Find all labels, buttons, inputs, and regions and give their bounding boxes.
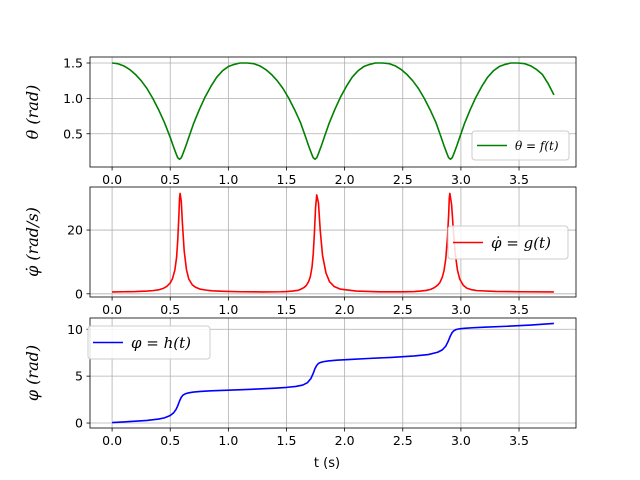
- x-tick-label: 1.0: [218, 172, 238, 187]
- legend: θ = f(t): [471, 130, 570, 161]
- x-tick-label: 0.5: [160, 172, 180, 187]
- x-tick-label: 2.5: [393, 302, 413, 317]
- series-line: [112, 192, 554, 293]
- x-tick-label: 1.5: [277, 172, 297, 187]
- x-tick-label: 0.5: [160, 433, 180, 448]
- x-tick-label: 0.5: [160, 302, 180, 317]
- legend-label: φ = h(t): [131, 334, 191, 352]
- x-axis-label: t (s): [314, 456, 340, 471]
- legend: φ̇ = g(t): [447, 225, 569, 260]
- y-tick-label: 5: [75, 369, 83, 384]
- x-tick-label: 0.0: [102, 172, 122, 187]
- x-tick-label: 3.0: [451, 433, 471, 448]
- series-line: [112, 322, 554, 424]
- x-tick-label: 3.5: [509, 302, 529, 317]
- y-tick-label: 0.5: [63, 126, 83, 141]
- x-tick-label: 2.0: [335, 433, 355, 448]
- x-tick-label: 2.5: [393, 433, 413, 448]
- y-tick-label: 1.5: [63, 56, 83, 71]
- y-tick-label: 0: [75, 416, 83, 431]
- legend-box: [87, 325, 211, 360]
- x-tick-label: 3.0: [451, 302, 471, 317]
- legend: φ = h(t): [87, 325, 211, 360]
- y-tick-label: 10: [67, 322, 83, 337]
- axes-frame: [89, 317, 577, 429]
- y-axis-label: φ̇ (rad/s): [23, 207, 42, 277]
- x-tick-label: 3.5: [509, 433, 529, 448]
- panel-2: 0.0 0.5 1.0 1.5 2.0 2.5 3.0 3.5 0 20 φ̇ (rad/s) φ̇ …: [23, 186, 577, 317]
- legend-box: [447, 225, 569, 260]
- x-tick-label: 1.5: [277, 433, 297, 448]
- axes-frame: [89, 56, 577, 168]
- legend-label: θ = f(t): [515, 139, 559, 153]
- legend-box: [471, 130, 570, 161]
- x-tick-label: 1.0: [218, 433, 238, 448]
- x-tick-label: 0.0: [102, 302, 122, 317]
- x-tick-label: 2.0: [335, 172, 355, 187]
- axes-frame: [89, 186, 577, 298]
- panel-1: 0.0 0.5 1.0 1.5 2.0 2.5 3.0 3.5 0.5 1.0 1.5 θ (rad)…: [23, 56, 577, 187]
- x-tick-label: 1.0: [218, 302, 238, 317]
- panel-3: 0.0 0.5 1.0 1.5 2.0 2.5 3.0 3.5 0 5 10 φ (rad) φ = h…: [23, 317, 577, 448]
- x-tick-label: 2.5: [393, 172, 413, 187]
- y-tick-label: 0: [75, 286, 83, 301]
- legend-label: φ̇ = g(t): [491, 234, 551, 252]
- y-tick-label: 20: [67, 223, 83, 238]
- y-axis-label: φ (rad): [23, 345, 42, 401]
- y-tick-label: 1.0: [63, 91, 83, 106]
- x-tick-label: 3.5: [509, 172, 529, 187]
- series-line: [111, 62, 555, 161]
- x-tick-label: 0.0: [102, 433, 122, 448]
- y-axis-label: θ (rad): [23, 85, 42, 140]
- x-tick-label: 3.0: [451, 172, 471, 187]
- x-tick-label: 1.5: [277, 302, 297, 317]
- x-tick-label: 2.0: [335, 302, 355, 317]
